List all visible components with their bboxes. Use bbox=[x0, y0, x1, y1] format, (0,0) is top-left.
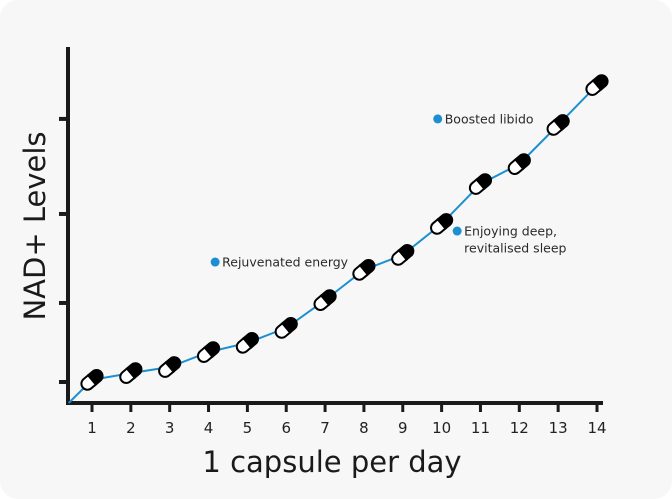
annotation: Enjoying deep, revitalised sleep bbox=[452, 224, 567, 256]
annotations: Rejuvenated energy Boosted libido Enjoying… bbox=[210, 111, 567, 270]
capsule-black-half bbox=[552, 114, 570, 131]
capsule-black-half bbox=[397, 244, 415, 261]
axes bbox=[66, 47, 603, 405]
capsule-black-half bbox=[203, 341, 221, 359]
annotation-dot bbox=[433, 114, 443, 124]
capsule-marker bbox=[313, 289, 337, 311]
capsule-marker bbox=[352, 259, 376, 281]
capsule-black-half bbox=[436, 213, 454, 230]
x-tick-label: 6 bbox=[281, 419, 291, 437]
capsule-black-half bbox=[591, 74, 609, 92]
capsule-white-half bbox=[80, 373, 98, 391]
capsule-marker bbox=[196, 341, 221, 363]
ticks: 1 2 3 4 5 6 7 8 9 10 11 12 13 14 bbox=[59, 116, 607, 437]
x-tick-label: 2 bbox=[126, 419, 136, 437]
x-tick-label: 12 bbox=[510, 419, 529, 437]
capsule-white-half bbox=[507, 158, 525, 175]
capsule-marker bbox=[80, 369, 104, 391]
capsule-white-half bbox=[274, 321, 292, 339]
capsule-white-half bbox=[313, 294, 331, 311]
capsule-white-half bbox=[546, 118, 564, 136]
capsule-marker bbox=[235, 331, 259, 354]
annotation: Rejuvenated energy bbox=[210, 255, 349, 270]
capsule-white-half bbox=[430, 217, 447, 235]
y-axis-title: NAD+ Levels bbox=[18, 131, 52, 320]
x-tick-label: 14 bbox=[587, 419, 606, 437]
capsule-black-half bbox=[242, 331, 259, 349]
capsule-black-half bbox=[475, 173, 493, 191]
x-tick-label: 10 bbox=[432, 419, 451, 437]
capsule-marker bbox=[430, 213, 454, 235]
capsule-black-half bbox=[319, 289, 337, 307]
x-tick-label: 9 bbox=[398, 419, 408, 437]
capsule-black-half bbox=[280, 317, 298, 334]
annotation-dot bbox=[210, 257, 220, 267]
x-tick-label: 13 bbox=[549, 419, 568, 437]
capsule-white-half bbox=[391, 248, 409, 266]
x-axis-title: 1 capsule per day bbox=[202, 445, 461, 479]
capsule-marker bbox=[274, 317, 298, 339]
annotation-label: Rejuvenated energy bbox=[222, 255, 349, 270]
annotation-label: revitalised sleep bbox=[464, 241, 566, 256]
capsule-white-half bbox=[158, 361, 175, 378]
annotation-label: Boosted libido bbox=[445, 111, 534, 126]
capsule-marker bbox=[546, 114, 570, 136]
capsule-white-half bbox=[468, 178, 486, 195]
capsule-black-half bbox=[86, 369, 104, 386]
series bbox=[67, 74, 609, 404]
capsule-black-half bbox=[125, 362, 143, 380]
capsule-marker bbox=[391, 244, 415, 266]
capsule-marker bbox=[468, 173, 493, 195]
x-tick-label: 3 bbox=[165, 419, 175, 437]
annotation-dot bbox=[452, 226, 462, 236]
capsule-white-half bbox=[585, 79, 603, 96]
x-tick-label: 7 bbox=[320, 419, 330, 437]
capsule-black-half bbox=[514, 153, 531, 171]
x-tick-label: 1 bbox=[87, 419, 97, 437]
capsule-white-half bbox=[352, 263, 370, 281]
capsule-white-half bbox=[235, 336, 253, 354]
capsule-white-half bbox=[119, 367, 137, 384]
capsule-white-half bbox=[196, 346, 214, 363]
capsule-marker bbox=[585, 74, 609, 96]
x-tick-label: 11 bbox=[471, 419, 490, 437]
x-tick-label: 5 bbox=[243, 419, 253, 437]
annotation-label: Enjoying deep, bbox=[464, 224, 557, 239]
x-tick-label: 8 bbox=[359, 419, 369, 437]
capsule-marker bbox=[158, 356, 182, 378]
x-tick-label: 4 bbox=[204, 419, 214, 437]
capsule-black-half bbox=[358, 259, 376, 276]
capsule-marker bbox=[507, 153, 531, 175]
capsule-marker bbox=[119, 362, 143, 384]
annotation: Boosted libido bbox=[433, 111, 534, 126]
capsule-black-half bbox=[164, 356, 182, 374]
